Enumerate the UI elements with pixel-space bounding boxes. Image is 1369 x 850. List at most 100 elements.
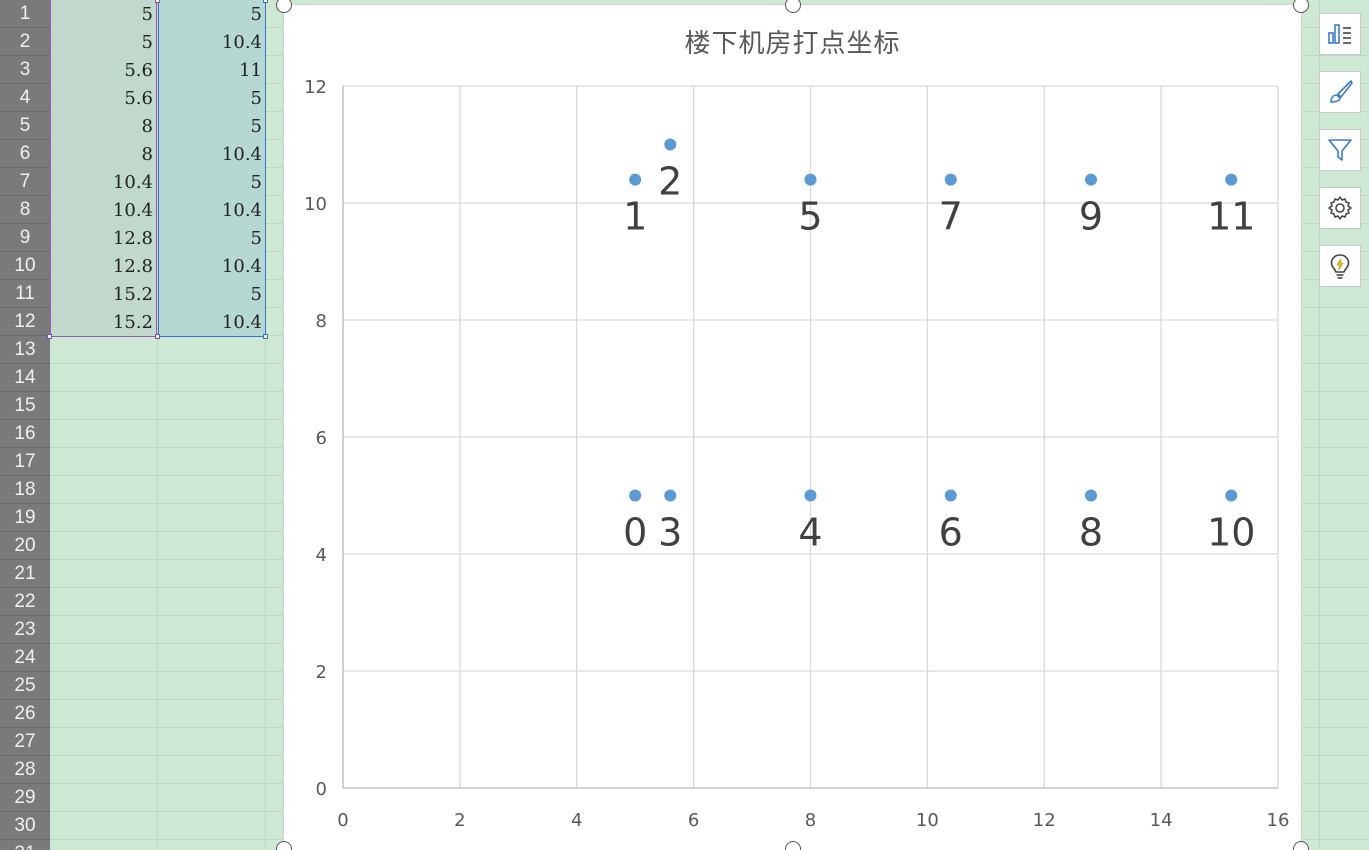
- table-cell[interactable]: 10.4: [221, 200, 262, 221]
- chart-resize-handle-bottom-right[interactable]: [1293, 841, 1309, 850]
- data-label[interactable]: 0: [623, 511, 647, 555]
- row-header[interactable]: 14: [0, 364, 50, 392]
- data-label[interactable]: 11: [1207, 195, 1255, 239]
- table-cell[interactable]: 5: [250, 88, 262, 109]
- data-label[interactable]: 4: [798, 511, 822, 555]
- data-label[interactable]: 7: [939, 195, 963, 239]
- row-header[interactable]: 7: [0, 168, 50, 196]
- row-header[interactable]: 19: [0, 504, 50, 532]
- table-cell[interactable]: 5: [250, 4, 262, 25]
- row-header[interactable]: 31: [0, 840, 50, 850]
- table-cell[interactable]: 12.8: [112, 228, 153, 249]
- row-header[interactable]: 13: [0, 336, 50, 364]
- table-cell[interactable]: 10.4: [112, 172, 153, 193]
- row-header[interactable]: 25: [0, 672, 50, 700]
- table-cell[interactable]: 5: [250, 228, 262, 249]
- range-handle[interactable]: [47, 334, 52, 339]
- row-header[interactable]: 2: [0, 28, 50, 56]
- data-label[interactable]: 5: [798, 195, 822, 239]
- row-header[interactable]: 18: [0, 476, 50, 504]
- data-point[interactable]: [1225, 173, 1238, 186]
- row-header[interactable]: 29: [0, 784, 50, 812]
- data-point[interactable]: [944, 173, 957, 186]
- row-header[interactable]: 23: [0, 616, 50, 644]
- chart-ideas-button[interactable]: [1319, 245, 1361, 287]
- table-cell[interactable]: 5.6: [124, 60, 153, 81]
- row-header[interactable]: 9: [0, 224, 50, 252]
- chart-resize-handle-top-left[interactable]: [276, 0, 292, 13]
- row-header[interactable]: 3: [0, 56, 50, 84]
- row-header[interactable]: 15: [0, 392, 50, 420]
- table-cell[interactable]: 8: [141, 116, 153, 137]
- row-header[interactable]: 22: [0, 588, 50, 616]
- row-header[interactable]: 12: [0, 308, 50, 336]
- row-header[interactable]: 4: [0, 84, 50, 112]
- chart-resize-handle-bottom-left[interactable]: [276, 841, 292, 850]
- table-cell[interactable]: 10.4: [221, 144, 262, 165]
- row-header[interactable]: 16: [0, 420, 50, 448]
- table-cell[interactable]: 5: [141, 4, 153, 25]
- range-handle[interactable]: [263, 0, 268, 3]
- data-label[interactable]: 10: [1207, 511, 1255, 555]
- range-handle[interactable]: [155, 0, 160, 3]
- table-cell[interactable]: 10.4: [221, 312, 262, 333]
- data-point[interactable]: [1085, 173, 1097, 186]
- scatter-chart[interactable]: 楼下机房打点坐标 0 2 4 6 8 10 12 14 16 0 2 4 6 8 10 12 0 1 2 3 4 5 6 7 8…: [284, 5, 1301, 850]
- row-header[interactable]: 28: [0, 756, 50, 784]
- data-label[interactable]: 2: [658, 160, 682, 204]
- data-label[interactable]: 9: [1079, 195, 1103, 239]
- data-point[interactable]: [629, 173, 642, 186]
- row-header[interactable]: 27: [0, 728, 50, 756]
- data-label[interactable]: 1: [623, 195, 647, 239]
- selected-range-x[interactable]: [50, 0, 157, 337]
- data-point[interactable]: [1085, 489, 1097, 502]
- chart-style-button[interactable]: [1319, 71, 1361, 113]
- chart-elements-button[interactable]: [1319, 13, 1361, 55]
- selected-range-y[interactable]: [158, 0, 266, 337]
- data-point[interactable]: [804, 173, 817, 186]
- chart-resize-handle-top[interactable]: [785, 0, 801, 13]
- row-header[interactable]: 20: [0, 532, 50, 560]
- row-header[interactable]: 30: [0, 812, 50, 840]
- data-label[interactable]: 6: [939, 511, 963, 555]
- data-point[interactable]: [944, 489, 957, 502]
- row-header[interactable]: 1: [0, 0, 50, 28]
- table-cell[interactable]: 10.4: [221, 32, 262, 53]
- row-header[interactable]: 11: [0, 280, 50, 308]
- table-cell[interactable]: 8: [141, 144, 153, 165]
- table-cell[interactable]: 15.2: [112, 284, 153, 305]
- chart-filter-button[interactable]: [1319, 129, 1361, 171]
- table-cell[interactable]: 11: [239, 60, 262, 81]
- data-point[interactable]: [629, 489, 642, 502]
- data-point[interactable]: [804, 489, 817, 502]
- chart-resize-handle-top-right[interactable]: [1293, 0, 1309, 13]
- table-cell[interactable]: 12.8: [112, 256, 153, 277]
- table-cell[interactable]: 5: [250, 172, 262, 193]
- table-cell[interactable]: 5: [250, 116, 262, 137]
- row-header[interactable]: 24: [0, 644, 50, 672]
- row-header[interactable]: 5: [0, 112, 50, 140]
- row-header[interactable]: 26: [0, 700, 50, 728]
- row-header[interactable]: 6: [0, 140, 50, 168]
- row-header[interactable]: 10: [0, 252, 50, 280]
- table-cell[interactable]: 10.4: [221, 256, 262, 277]
- table-cell[interactable]: 5: [250, 284, 262, 305]
- row-header[interactable]: 8: [0, 196, 50, 224]
- data-label[interactable]: 3: [658, 511, 682, 555]
- table-cell[interactable]: 5.6: [124, 88, 153, 109]
- chart-title[interactable]: 楼下机房打点坐标: [684, 29, 901, 59]
- data-label[interactable]: 8: [1079, 511, 1103, 555]
- data-point[interactable]: [664, 138, 677, 151]
- row-header[interactable]: 21: [0, 560, 50, 588]
- table-cell[interactable]: 5: [141, 32, 153, 53]
- chart-settings-button[interactable]: [1319, 187, 1361, 229]
- table-cell[interactable]: 15.2: [112, 312, 153, 333]
- data-point[interactable]: [1225, 489, 1238, 502]
- range-handle[interactable]: [263, 334, 268, 339]
- range-handle[interactable]: [155, 334, 160, 339]
- chart-resize-handle-bottom[interactable]: [785, 841, 801, 850]
- row-header[interactable]: 17: [0, 448, 50, 476]
- data-point[interactable]: [664, 489, 677, 502]
- table-cell[interactable]: 10.4: [112, 200, 153, 221]
